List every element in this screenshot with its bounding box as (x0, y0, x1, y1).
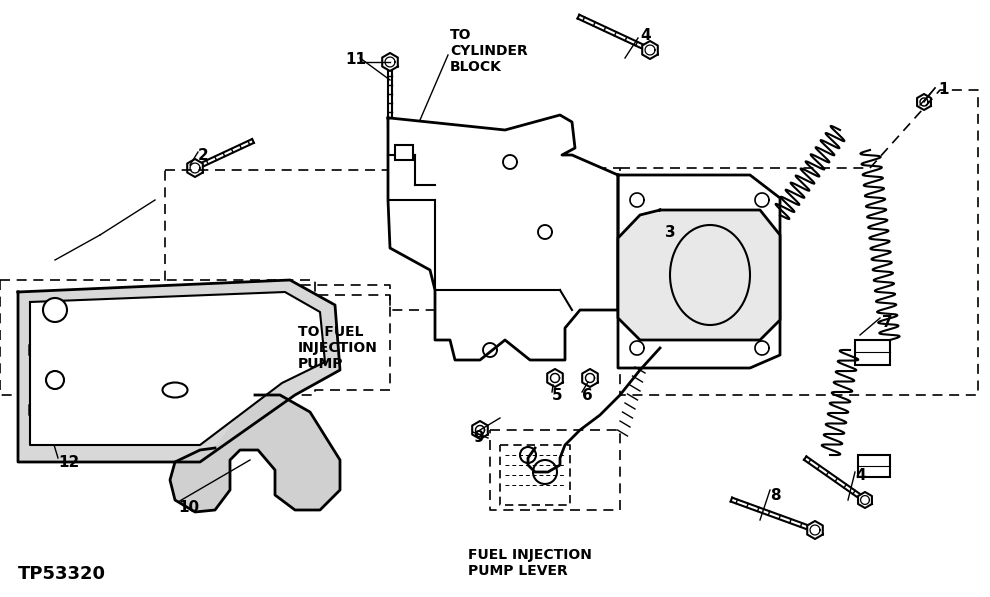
Text: 11: 11 (345, 52, 366, 67)
Polygon shape (618, 175, 780, 368)
Text: 10: 10 (178, 500, 199, 515)
Text: 1: 1 (938, 82, 948, 97)
Text: 6: 6 (582, 388, 593, 403)
Bar (858, 455, 890, 477)
Text: TO FUEL
INJECTION
PUMP: TO FUEL INJECTION PUMP (298, 325, 378, 371)
Text: 2: 2 (198, 148, 209, 163)
Text: TP53320: TP53320 (18, 565, 106, 583)
Circle shape (43, 298, 67, 322)
Polygon shape (18, 280, 340, 462)
Text: TO
CYLINDER
BLOCK: TO CYLINDER BLOCK (450, 28, 528, 75)
Text: 12: 12 (58, 455, 79, 470)
Bar (855, 340, 890, 365)
Bar (395, 145, 413, 160)
Text: FUEL INJECTION
PUMP LEVER: FUEL INJECTION PUMP LEVER (468, 548, 592, 578)
Circle shape (46, 371, 64, 389)
Text: 9: 9 (473, 430, 484, 445)
Ellipse shape (162, 383, 187, 398)
Polygon shape (30, 292, 325, 445)
Text: 8: 8 (770, 488, 781, 503)
Text: 7: 7 (882, 315, 893, 330)
Polygon shape (170, 395, 340, 512)
Text: 4: 4 (640, 28, 650, 43)
Polygon shape (388, 115, 618, 360)
Text: 4: 4 (855, 468, 865, 483)
Polygon shape (618, 210, 780, 340)
Text: 3: 3 (665, 225, 675, 240)
Text: 5: 5 (552, 388, 562, 403)
